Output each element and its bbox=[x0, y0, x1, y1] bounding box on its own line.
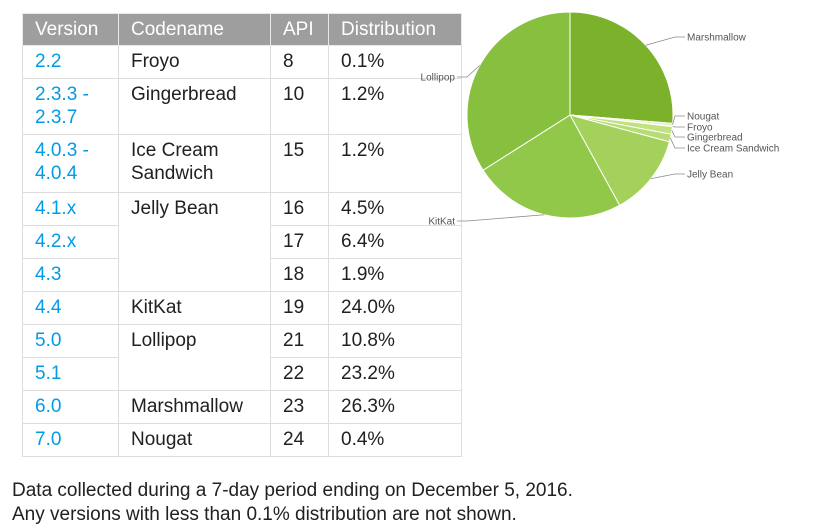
table-row: 5.1 22 23.2% bbox=[22, 357, 462, 391]
leader-line-froyo bbox=[672, 125, 685, 128]
distribution-cell: 4.5% bbox=[328, 192, 462, 226]
api-cell: 24 bbox=[270, 423, 329, 457]
distribution-cell: 26.3% bbox=[328, 390, 462, 424]
table-row: 2.2 Froyo 8 0.1% bbox=[22, 45, 462, 79]
version-cell: 5.0 bbox=[22, 324, 119, 358]
codename-cell: Nougat bbox=[118, 423, 271, 457]
distribution-cell: 0.4% bbox=[328, 423, 462, 457]
pie-label-kitkat: KitKat bbox=[428, 217, 455, 228]
header-codename: Codename bbox=[118, 13, 271, 46]
version-cell: 4.4 bbox=[22, 291, 119, 325]
api-cell: 8 bbox=[270, 45, 329, 79]
pie-label-froyo: Froyo bbox=[687, 123, 713, 134]
pie-label-lollipop: Lollipop bbox=[421, 73, 456, 84]
api-cell: 23 bbox=[270, 390, 329, 424]
version-cell: 4.1.x bbox=[22, 192, 119, 226]
table-row: 4.4 KitKat 19 24.0% bbox=[22, 291, 462, 325]
pie-slice-jelly-bean bbox=[568, 114, 671, 206]
version-cell: 4.0.3 - 4.0.4 bbox=[22, 134, 119, 193]
distribution-cell: 1.9% bbox=[328, 258, 462, 292]
leader-line-lollipop bbox=[457, 65, 481, 78]
distribution-table: Version Codename API Distribution 2.2 Fr… bbox=[22, 13, 462, 457]
leader-line-marshmallow bbox=[645, 36, 685, 46]
codename-cell: Ice Cream Sandwich bbox=[118, 134, 271, 193]
codename-cell: Jelly Bean bbox=[118, 192, 271, 292]
table-row: 4.1.x Jelly Bean 16 4.5% bbox=[22, 192, 462, 292]
distribution-cell: 1.2% bbox=[328, 78, 462, 135]
table-row: 6.0 Marshmallow 23 26.3% bbox=[22, 390, 462, 424]
pie-label-marshmallow: Marshmallow bbox=[687, 33, 747, 44]
leader-line-kitkat bbox=[457, 214, 545, 222]
header-distribution: Distribution bbox=[328, 13, 462, 46]
header-version: Version bbox=[22, 13, 119, 46]
version-cell: 5.1 bbox=[22, 357, 119, 391]
leader-line-ice-cream-sandwich bbox=[670, 137, 685, 149]
threshold-note: Any versions with less than 0.1% distrib… bbox=[12, 504, 517, 525]
distribution-cell: 10.8% bbox=[328, 324, 462, 358]
table-row: 2.3.3 - 2.3.7 Gingerbread 10 1.2% bbox=[22, 78, 462, 135]
pie-slice-kitkat bbox=[482, 114, 621, 219]
pie-label-nougat: Nougat bbox=[687, 112, 719, 123]
leader-line-nougat bbox=[672, 115, 685, 125]
distribution-cell: 6.4% bbox=[328, 225, 462, 259]
distribution-cell: 23.2% bbox=[328, 357, 462, 391]
api-cell: 15 bbox=[270, 134, 329, 193]
distribution-cell: 0.1% bbox=[328, 45, 462, 79]
table-row: 4.0.3 - 4.0.4 Ice Cream Sandwich 15 1.2% bbox=[22, 134, 462, 193]
header-api: API bbox=[270, 13, 329, 46]
table-row: 7.0 Nougat 24 0.4% bbox=[22, 423, 462, 457]
pie-label-ice-cream-sandwich: Ice Cream Sandwich bbox=[687, 144, 779, 155]
distribution-cell: 24.0% bbox=[328, 291, 462, 325]
version-cell: 7.0 bbox=[22, 423, 119, 457]
codename-cell: Marshmallow bbox=[118, 390, 271, 424]
leader-line-gingerbread bbox=[671, 130, 685, 138]
api-cell: 16 bbox=[270, 192, 329, 226]
pie-slice-lollipop bbox=[466, 11, 571, 171]
codename-cell: KitKat bbox=[118, 291, 271, 325]
version-cell: 4.3 bbox=[22, 258, 119, 292]
version-cell: 6.0 bbox=[22, 390, 119, 424]
api-cell: 17 bbox=[270, 225, 329, 259]
codename-cell: Lollipop bbox=[118, 324, 271, 391]
api-cell: 21 bbox=[270, 324, 329, 358]
api-cell: 19 bbox=[270, 291, 329, 325]
version-cell: 2.3.3 - 2.3.7 bbox=[22, 78, 119, 135]
pie-label-gingerbread: Gingerbread bbox=[687, 133, 743, 144]
api-cell: 10 bbox=[270, 78, 329, 135]
table-row: 5.0 Lollipop 21 10.8% bbox=[22, 324, 462, 391]
table-header-row: Version Codename API Distribution bbox=[22, 13, 462, 46]
pie-slice-marshmallow bbox=[569, 11, 674, 124]
version-cell: 2.2 bbox=[22, 45, 119, 79]
api-cell: 22 bbox=[270, 357, 329, 391]
pie-label-jelly-bean: Jelly Bean bbox=[687, 170, 733, 181]
codename-cell: Gingerbread bbox=[118, 78, 271, 135]
data-collection-note: Data collected during a 7-day period end… bbox=[12, 480, 573, 501]
table-row: 4.3 18 1.9% bbox=[22, 258, 462, 292]
leader-line-jelly-bean bbox=[650, 173, 685, 180]
api-cell: 18 bbox=[270, 258, 329, 292]
codename-cell: Froyo bbox=[118, 45, 271, 79]
table-row: 4.2.x 17 6.4% bbox=[22, 225, 462, 259]
version-cell: 4.2.x bbox=[22, 225, 119, 259]
